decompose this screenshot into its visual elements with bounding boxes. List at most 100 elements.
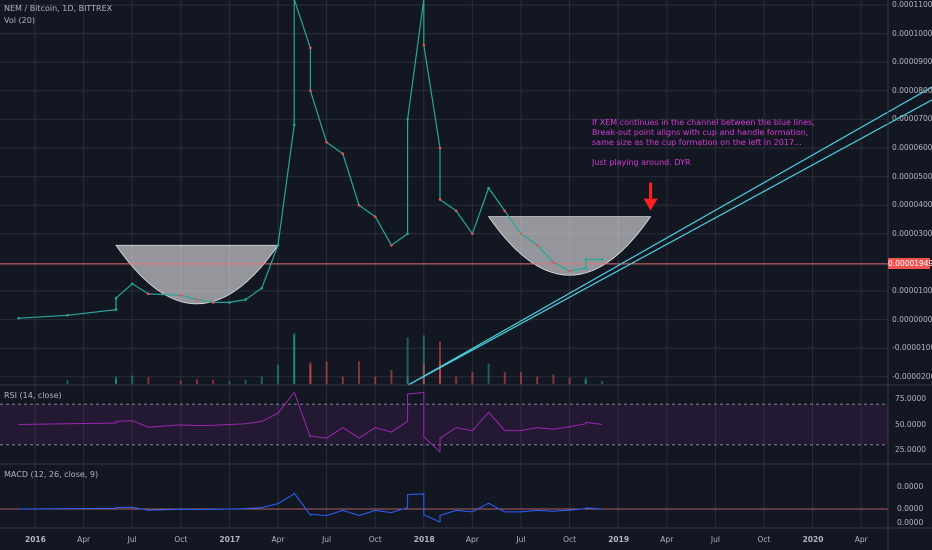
macd-panel	[0, 491, 888, 523]
volume-bar	[66, 379, 69, 384]
price-point	[600, 258, 604, 261]
time-tick-label: Apr	[271, 535, 285, 544]
volume-bar	[584, 377, 587, 384]
annotation-line: same size as the cup formation on the le…	[592, 138, 802, 147]
down-arrow-icon	[643, 182, 658, 211]
rsi-title: RSI (14, close)	[4, 391, 62, 400]
price-point	[454, 209, 458, 213]
price-point	[17, 316, 21, 320]
volume-bar	[293, 333, 296, 384]
volume-bar	[260, 376, 263, 384]
time-tick-label: Apr	[77, 535, 91, 544]
volume-bar	[374, 376, 377, 384]
price-point	[373, 215, 377, 218]
price-series	[17, 0, 604, 320]
price-point	[147, 292, 150, 296]
volume-bar	[244, 379, 247, 384]
price-point	[260, 286, 264, 290]
time-tick-label: Oct	[757, 535, 771, 544]
annotation-line: If XEM continues in the channel between …	[592, 118, 815, 127]
current-price-tag: 0.00001949	[888, 258, 932, 270]
time-tick-label: 2017	[219, 535, 241, 544]
volume-bar	[228, 381, 231, 384]
rsi-panel	[0, 391, 888, 454]
time-tick-label: 2016	[25, 535, 46, 544]
cup-pattern	[115, 244, 279, 305]
macd-line	[18, 491, 603, 523]
time-tick-label: Jul	[322, 535, 332, 544]
price-point	[422, 0, 425, 1]
time-tick-label: Jul	[127, 535, 137, 544]
time-tick-label: Apr	[854, 535, 868, 544]
rsi-tick-label: 25.0000	[895, 444, 927, 454]
price-point	[471, 232, 474, 236]
macd-title: MACD (12, 26, close, 9)	[4, 470, 99, 479]
volume-bar	[390, 370, 393, 384]
volume-bar	[115, 376, 117, 384]
annotation-text: If XEM continues in the channel between …	[592, 118, 815, 168]
price-point	[438, 146, 442, 150]
price-point	[228, 301, 231, 304]
price-point	[66, 314, 69, 317]
time-tick-label: Jul	[516, 535, 526, 544]
price-point	[519, 232, 523, 236]
price-point	[406, 232, 409, 236]
time-tick-label: 2020	[802, 535, 824, 544]
price-point	[195, 298, 199, 301]
price-point	[535, 243, 539, 247]
price-point	[244, 298, 247, 301]
volume-bar	[147, 377, 150, 384]
volume-bar	[568, 377, 571, 384]
rsi-tick-label: 75.0000	[895, 394, 927, 404]
rsi-band	[0, 404, 888, 445]
annotation-line: Just playing around. DYR	[592, 158, 691, 167]
macd-tick-label: 0.0000	[897, 518, 924, 527]
volume-bar	[503, 372, 506, 384]
price-point	[292, 123, 296, 127]
time-tick-label: Jul	[710, 535, 720, 544]
price-point	[357, 203, 361, 207]
annotation-line	[592, 148, 815, 158]
volume-bar	[406, 337, 409, 384]
time-tick-label: Oct	[368, 535, 382, 544]
price-point	[211, 301, 215, 304]
volume-bar	[341, 376, 344, 384]
price-tick-label: 0.00000000	[892, 314, 932, 324]
volume-bar	[536, 376, 539, 384]
price-point	[568, 269, 571, 273]
channel-lines	[407, 86, 932, 386]
cup-pattern	[487, 216, 652, 276]
price-point	[309, 46, 312, 50]
price-point	[406, 118, 409, 121]
price-point	[293, 0, 296, 1]
price-point	[341, 152, 345, 156]
symbol-label: NEM / Bitcoin, 1D, BITTREX	[4, 4, 113, 13]
cup-patterns	[115, 216, 652, 305]
volume-bar	[179, 380, 182, 384]
volume-bar	[196, 379, 198, 384]
price-point	[114, 308, 118, 311]
volume-bar	[277, 364, 279, 384]
volume-bars	[66, 333, 603, 384]
volume-bar	[487, 363, 490, 384]
rsi-line	[18, 391, 603, 454]
time-tick-label: 2018	[413, 535, 435, 544]
time-tick-label: 2019	[608, 535, 630, 544]
time-tick-label: Oct	[174, 535, 188, 544]
annotation-line: Break-out point aligns with cup and hand…	[592, 128, 809, 137]
price-point	[438, 198, 442, 201]
price-point	[114, 296, 118, 300]
volume-bar	[325, 361, 328, 384]
